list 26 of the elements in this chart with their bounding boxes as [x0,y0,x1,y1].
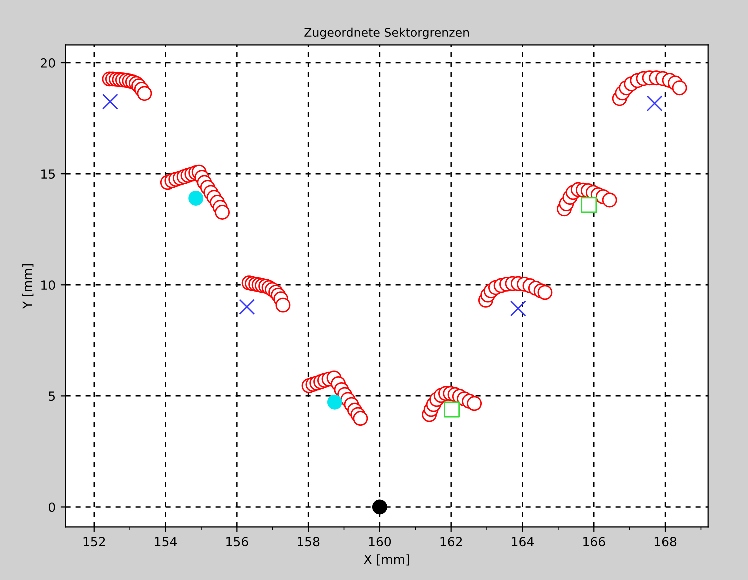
y-tick-label: 5 [49,392,56,402]
point [102,94,118,110]
x-tick-label: 156 [226,537,248,547]
point [646,96,663,112]
x-tick-label: 154 [155,537,177,547]
x-tick-label: 162 [440,537,462,547]
point [444,402,460,418]
x-tick-label: 160 [369,537,392,547]
chart-title: Zugeordnete Sektorgrenzen [304,28,470,40]
x-tick-label: 152 [84,537,106,547]
x-tick-label: 164 [512,537,534,547]
point [372,500,388,515]
y-tick-label: 10 [42,280,56,290]
y-tick-label: 15 [42,170,56,179]
x-tick-label: 168 [654,537,677,547]
x-tick-label: 166 [584,537,606,547]
x-axis-title: X [mm] [364,554,410,566]
y-tick-label: 0 [48,502,56,512]
point [328,394,342,410]
y-axis-title: Y [mm] [22,264,34,310]
point [188,191,204,206]
y-tick-label: 20 [41,58,56,68]
point [239,299,256,316]
point [581,197,598,214]
x-tick-label: 158 [298,537,320,547]
point [510,300,526,317]
